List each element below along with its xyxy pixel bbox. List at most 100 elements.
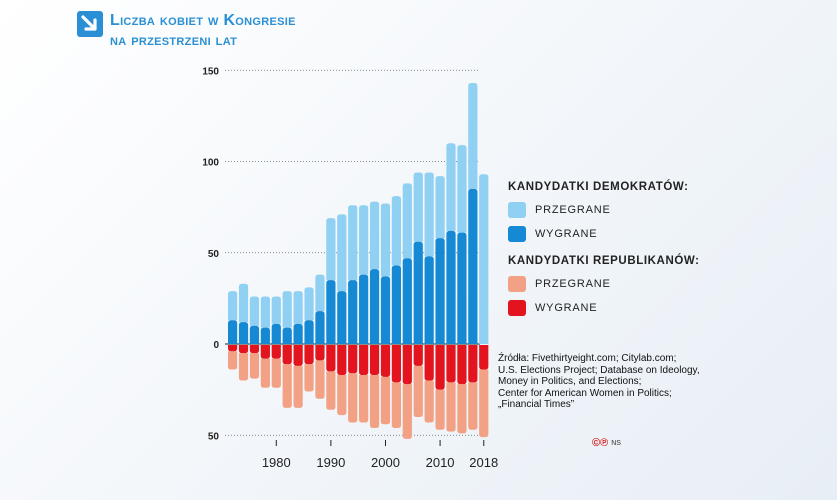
bar-rep-lost — [228, 351, 238, 370]
bar-rep-lost — [337, 375, 347, 416]
bar-dem-lost — [348, 205, 358, 281]
y-axis: 0 50 100 150 50 — [202, 66, 219, 442]
arrow-icon-glyph — [81, 15, 97, 31]
bar-dem-won — [348, 280, 358, 344]
legend-swatch-rep-won — [508, 300, 526, 316]
bar-rep-lost — [380, 376, 391, 425]
bar-dem-won — [391, 265, 401, 344]
bar-rep-lost — [435, 389, 445, 430]
legend-swatch-dem-won — [508, 226, 526, 242]
bar-rep-won — [228, 345, 238, 352]
bar-rep-won — [271, 345, 281, 359]
arrow-icon — [77, 11, 103, 37]
bar-rep-won — [457, 345, 467, 385]
bar-rep-won — [413, 345, 423, 366]
bar-dem-lost — [468, 83, 478, 189]
bar-dem-lost — [337, 214, 347, 292]
bar-dem-won — [380, 276, 391, 344]
x-tick-label: 1980 — [262, 455, 291, 470]
bar-rep-lost — [293, 365, 303, 408]
bar-dem-won — [326, 280, 336, 344]
bar-dem-lost — [391, 196, 401, 266]
bar-dem-won — [260, 327, 270, 344]
y-tick-label: 150 — [202, 66, 219, 77]
bar-rep-lost — [260, 358, 270, 388]
bar-dem-won — [238, 322, 249, 344]
bar-rep-won — [315, 345, 325, 361]
bar-dem-lost — [271, 296, 281, 324]
bar-dem-won — [228, 320, 238, 344]
x-axis: 1980 1990 2000 2010 2018 — [262, 440, 498, 470]
bar-rep-won — [282, 345, 292, 365]
bar-rep-lost — [424, 380, 434, 423]
bar-rep-won — [380, 345, 391, 377]
legend-rep-heading: Kandydatki republikanów: — [508, 255, 700, 267]
sources-note: Źródła: Fivethirtyeight.com; Citylab.com… — [498, 353, 700, 410]
legend-label-dem-won: wygrane — [535, 228, 598, 240]
bar-rep-lost — [249, 353, 260, 379]
y-tick-label: 50 — [208, 431, 220, 442]
bar-rep-won — [424, 345, 434, 381]
bar-rep-lost — [359, 375, 369, 423]
bar-dem-won — [359, 274, 369, 344]
bar-dem-lost — [260, 296, 270, 328]
bar-rep-lost — [282, 364, 292, 408]
bar-dem-lost — [457, 145, 467, 233]
bar-dem-won — [337, 291, 347, 344]
bar-rep-lost — [315, 360, 325, 399]
bar-dem-lost — [413, 172, 423, 242]
bar-dem-lost — [238, 283, 249, 323]
bar-dem-won — [413, 241, 423, 344]
legend-item-rep-won: wygrane — [508, 297, 708, 319]
bar-dem-lost — [359, 205, 369, 275]
x-tick-label: 1990 — [316, 455, 345, 470]
bar-dem-lost — [424, 172, 434, 257]
bar-rep-won — [304, 345, 314, 365]
chart-title-line-2: na przestrzeni lat — [110, 32, 238, 49]
bar-dem-won — [293, 323, 303, 344]
credit: ©℗ NS — [592, 437, 621, 449]
x-tick-label: 2010 — [426, 455, 455, 470]
bar-rep-lost — [326, 371, 336, 410]
bar-rep-won — [337, 345, 347, 376]
bar-dem-won — [446, 230, 456, 344]
bar-dem-won — [457, 232, 467, 344]
bar-rep-won — [238, 345, 249, 354]
legend-item-rep-lost: przegrane — [508, 273, 708, 295]
bar-rep-won — [326, 345, 336, 372]
bars — [228, 83, 489, 439]
bar-dem-lost — [293, 291, 303, 324]
bar-dem-lost — [479, 174, 489, 344]
bar-rep-won — [260, 345, 270, 359]
legend-item-dem-lost: przegrane — [508, 199, 708, 221]
legend-label-rep-won: wygrane — [535, 302, 598, 314]
chart-title: Liczba kobiet w Kongresie na przestrzeni… — [110, 11, 296, 51]
legend-label-rep-lost: przegrane — [535, 278, 611, 290]
bar-dem-won — [424, 256, 434, 344]
bar-dem-lost — [228, 291, 238, 321]
legend-swatch-rep-lost — [508, 276, 526, 292]
bar-dem-lost — [315, 274, 325, 312]
bar-dem-lost — [249, 296, 260, 326]
bar-dem-won — [282, 327, 292, 344]
bar-dem-won — [402, 258, 412, 344]
bar-rep-won — [249, 345, 260, 354]
y-tick-label: 50 — [208, 249, 220, 260]
bar-rep-won — [446, 345, 456, 383]
bar-rep-won — [468, 345, 478, 383]
bar-rep-lost — [348, 373, 358, 423]
bar-dem-won — [315, 311, 325, 344]
copyright-mark: ©℗ — [592, 437, 609, 449]
bar-rep-won — [293, 345, 303, 366]
bar-dem-lost — [326, 218, 336, 281]
x-tick-label: 2018 — [469, 455, 498, 470]
bar-rep-lost — [457, 384, 467, 434]
bar-dem-lost — [435, 176, 445, 239]
bar-rep-lost — [402, 384, 412, 439]
bar-rep-won — [391, 345, 401, 383]
bar-rep-lost — [479, 369, 489, 438]
bar-dem-lost — [402, 183, 412, 259]
bar-rep-won — [435, 345, 445, 390]
legend-dem-heading: Kandydatki demokratów: — [508, 181, 689, 193]
legend-swatch-dem-lost — [508, 202, 526, 218]
